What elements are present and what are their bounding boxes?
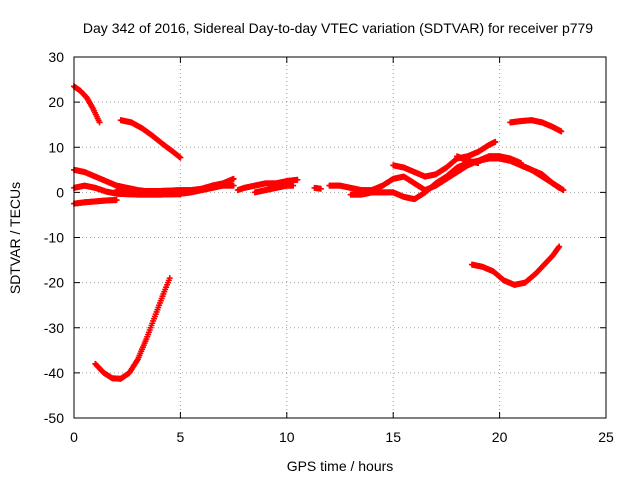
data-point — [560, 187, 567, 194]
y-tick-label: -40 — [44, 365, 64, 381]
data-layer — [71, 83, 567, 382]
data-point — [96, 119, 103, 126]
series-arc-f — [71, 197, 120, 207]
data-point — [556, 184, 563, 191]
y-tick-label: -30 — [44, 320, 64, 336]
series-arc-h — [177, 182, 237, 197]
y-tick-label: 10 — [48, 139, 64, 155]
series-arc-q — [507, 117, 565, 135]
y-tick-label: 20 — [48, 94, 64, 110]
y-tick-label: 0 — [56, 184, 64, 200]
y-tick-label: -20 — [44, 275, 64, 291]
series-arc-c — [92, 275, 173, 382]
x-tick-label: 15 — [385, 429, 401, 445]
data-point — [290, 182, 297, 189]
data-point — [166, 275, 173, 282]
series-arc-r — [468, 243, 563, 288]
series-arc-p — [517, 162, 563, 191]
tick-layer: 0 5 10 15 20 25 -50 -40 -30 -20 -10 0 10 20 30 — [44, 49, 614, 445]
data-point — [294, 176, 301, 183]
x-tick-label: 0 — [70, 429, 78, 445]
data-point — [475, 160, 482, 167]
y-tick-label: 30 — [48, 49, 64, 65]
x-axis-label: GPS time / hours — [287, 458, 394, 474]
x-tick-label: 20 — [492, 429, 508, 445]
x-tick-label: 25 — [598, 429, 614, 445]
data-point — [113, 197, 120, 204]
x-tick-label: 5 — [177, 429, 185, 445]
data-point — [558, 128, 565, 135]
y-axis-label: SDTVAR / TECUs — [7, 182, 23, 294]
y-tick-label: -10 — [44, 230, 64, 246]
data-point — [492, 138, 499, 145]
data-point — [177, 154, 184, 161]
data-point — [230, 175, 237, 182]
series-arc-j — [251, 182, 297, 196]
series-arc-b — [117, 117, 184, 161]
series-arc-a — [71, 83, 103, 126]
chart-title: Day 342 of 2016, Sidereal Day-to-day VTE… — [83, 20, 593, 36]
data-point — [230, 182, 237, 189]
grid-layer — [74, 57, 606, 418]
series-arc-o — [454, 153, 482, 167]
data-point — [317, 185, 324, 192]
series-arc-k — [311, 184, 324, 192]
y-tick-label: -50 — [44, 410, 64, 426]
data-point — [556, 243, 563, 250]
x-tick-label: 10 — [279, 429, 295, 445]
